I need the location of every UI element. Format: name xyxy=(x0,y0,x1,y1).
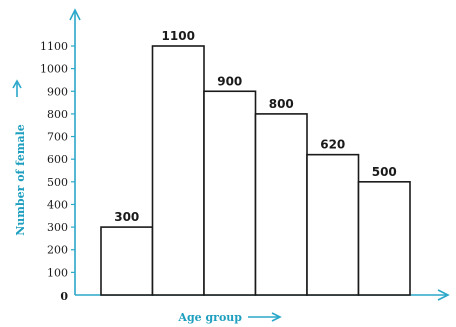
x-axis-title-arrow xyxy=(248,312,282,322)
y-tick-label: 100 xyxy=(47,266,68,279)
y-tick-label: 700 xyxy=(47,131,68,144)
bar xyxy=(254,113,308,296)
y-tick-label: 1100 xyxy=(40,40,68,53)
bar-group xyxy=(100,45,411,296)
y-axis-title-arrow xyxy=(12,79,22,97)
bar-data-label: 500 xyxy=(372,165,397,179)
bar xyxy=(151,45,205,296)
y-tick-label: 200 xyxy=(47,244,68,257)
y-tick-label: 400 xyxy=(47,198,68,211)
bar-data-label: 800 xyxy=(269,97,294,111)
bar xyxy=(306,153,360,296)
y-tick-label: 300 xyxy=(47,221,68,234)
bar xyxy=(203,90,257,296)
x-axis-arrow xyxy=(437,289,450,301)
y-axis-title-group: Number of female xyxy=(14,124,27,236)
bar-data-label: 620 xyxy=(320,138,345,152)
y-axis-title: Number of female xyxy=(14,124,27,236)
bar xyxy=(100,226,154,296)
y-axis-arrow xyxy=(69,8,81,21)
bar-data-label: 1100 xyxy=(162,29,195,43)
y-tick-label: 1000 xyxy=(40,63,68,76)
bar-data-label: 900 xyxy=(217,74,242,88)
data-label-group: 300 1100 900 800 620 500 xyxy=(114,29,397,224)
y-tick-label: 900 xyxy=(47,85,68,98)
x-axis-title: Age group xyxy=(177,311,242,324)
y-tick-group: 100 200 300 400 500 600 700 800 900 1000 1100 xyxy=(40,40,75,279)
y-tick-label: 800 xyxy=(47,108,68,121)
y-tick-label: 600 xyxy=(47,153,68,166)
origin-label: 0 xyxy=(60,290,68,303)
bar xyxy=(357,181,411,296)
bar-data-label: 300 xyxy=(114,210,139,224)
y-tick-label: 500 xyxy=(47,176,68,189)
